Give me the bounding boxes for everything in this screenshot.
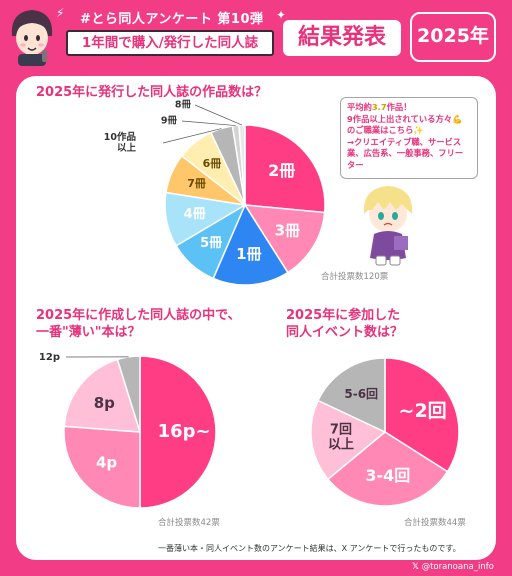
pie-slice-label: 4p bbox=[96, 454, 117, 472]
chart1-total: 合計投票数120票 bbox=[321, 272, 389, 282]
x-logo-icon: 𝕏 bbox=[412, 562, 419, 572]
year-badge: 2025年 bbox=[410, 12, 496, 62]
pie-slice bbox=[317, 357, 386, 434]
credit-handle: @toranoana_info bbox=[421, 562, 494, 572]
chart1-title: 2025年に発行した同人誌の作品数は？ bbox=[36, 85, 268, 100]
pie-leader-line bbox=[194, 104, 243, 126]
pie-leader-line bbox=[181, 120, 236, 126]
pie-slice-label: 16p~ bbox=[158, 421, 211, 442]
character-illustration-icon bbox=[363, 186, 413, 266]
pie-slice-label: 3冊 bbox=[275, 221, 300, 239]
chart2-title-line2: 一番"薄い"本は？ bbox=[36, 325, 141, 340]
subtitle-box: 1年間で購入/発行した同人誌 bbox=[66, 30, 274, 56]
chart3-title-line2: 同人イベント数は？ bbox=[286, 325, 404, 340]
pie-slice bbox=[238, 124, 246, 206]
flex-arm-icon: 💪 bbox=[452, 113, 463, 124]
speech-bubble: 平均約3.7作品！ 9作品以上出されている方々💪 のご職業はこちら✨ →クリエイ… bbox=[340, 97, 478, 179]
pie-chart-thinnest-book: 16p~ 4p 8p 12p bbox=[39, 352, 217, 509]
pie-slice bbox=[63, 425, 141, 509]
pie-slice-label: 12p bbox=[39, 352, 60, 363]
pie-slice-label: 5-6回 bbox=[344, 387, 378, 401]
chart3-title: 2025年に参加した 同人イベント数は？ bbox=[286, 307, 403, 341]
pie-slice-label: 8p bbox=[94, 394, 115, 412]
pie-slice-label: 8冊 bbox=[175, 100, 192, 111]
pie-slice bbox=[243, 204, 326, 274]
chart2-title-line1: 2025年に作成した同人誌の中で、 bbox=[36, 308, 241, 323]
pie-slice-label: 1冊 bbox=[236, 245, 261, 263]
mascot-avatar-icon bbox=[11, 10, 53, 66]
bubble-line1: 平均約3.7作品！ bbox=[347, 102, 471, 114]
bubble-line5: 業、広告系、一般事務、フリー bbox=[347, 148, 464, 158]
sparkle-icon: ✦ bbox=[276, 8, 287, 22]
bubble-avg-value: 3.7 bbox=[371, 102, 387, 112]
bubble-avg-prefix: 平均約 bbox=[347, 102, 372, 112]
pie-slice-label: 6冊 bbox=[203, 157, 222, 170]
pie-slice bbox=[310, 399, 387, 481]
pie-slice-label: 2冊 bbox=[268, 161, 295, 180]
chart3-total: 合計投票数44票 bbox=[404, 518, 466, 528]
pie-slice bbox=[139, 355, 217, 509]
chart2-title: 2025年に作成した同人誌の中で、 一番"薄い"本は？ bbox=[36, 307, 241, 341]
pie-slice-label: 以上 bbox=[328, 438, 354, 453]
bubble-line2-text: 9作品以上出されている方々 bbox=[347, 113, 453, 124]
pie-slice bbox=[244, 124, 326, 214]
pie-slice-label: ~2回 bbox=[399, 400, 447, 422]
bubble-line3: のご職業はこちら✨ bbox=[347, 125, 471, 137]
result-title: 結果発表 bbox=[283, 20, 401, 56]
pie-slice-label: 7回 bbox=[330, 423, 352, 438]
sparkle-icon: ✨ bbox=[413, 125, 424, 135]
chart2-total: 合計投票数42票 bbox=[158, 518, 220, 528]
header: ⚡ #とら同人アンケート 第10弾 1年間で購入/発行した同人誌 ✦ 結果発表 … bbox=[0, 0, 512, 76]
bubble-line3-text: のご職業はこちら bbox=[347, 125, 414, 135]
pie-slice bbox=[63, 358, 142, 433]
hashtag-title: #とら同人アンケート 第10弾 bbox=[80, 12, 264, 27]
pie-slice-label: 7冊 bbox=[187, 177, 206, 190]
pie-slice-label: 5冊 bbox=[200, 236, 222, 251]
pie-slice bbox=[116, 355, 141, 433]
pie-slice-label: 以上 bbox=[117, 142, 137, 154]
bubble-line6: ター bbox=[347, 159, 364, 170]
pie-slice bbox=[326, 431, 449, 507]
footnote: 一番薄い本・同人イベント数のアンケート結果は、X アンケートで行ったものです。 bbox=[158, 544, 461, 553]
pie-slice-label: 4冊 bbox=[184, 207, 206, 222]
pie-slice bbox=[212, 203, 289, 286]
pie-slice-label: 9冊 bbox=[161, 116, 178, 127]
lightning-icon: ⚡ bbox=[56, 6, 65, 20]
pie-slice-label: 3-4回 bbox=[365, 466, 410, 485]
pie-leader-line bbox=[162, 128, 222, 144]
credit: 𝕏 @toranoana_info bbox=[412, 562, 494, 572]
bubble-avg-suffix: 作品！ bbox=[386, 102, 412, 112]
bubble-line4: →クリエイティブ職、サービス bbox=[347, 136, 462, 147]
pie-slice-label: 10作品 bbox=[104, 131, 136, 143]
bubble-line2: 9作品以上出されている方々💪 bbox=[347, 114, 471, 126]
chart3-title-line1: 2025年に参加した bbox=[286, 308, 401, 323]
